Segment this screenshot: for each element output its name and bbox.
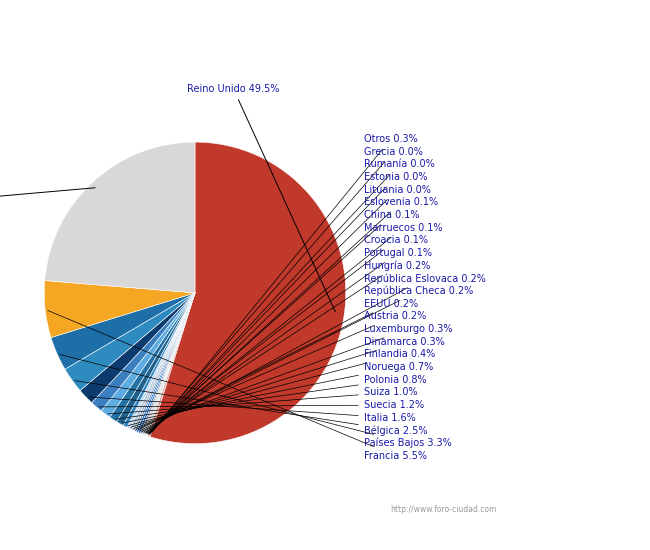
Wedge shape [147,293,195,436]
Text: Luxemburgo 0.3%: Luxemburgo 0.3% [134,324,452,428]
Text: República Eslovaca 0.2%: República Eslovaca 0.2% [142,273,486,432]
Text: Bélgica 2.5%: Bélgica 2.5% [75,381,428,436]
Wedge shape [45,142,195,293]
Wedge shape [129,293,195,430]
Wedge shape [127,293,195,429]
Text: Grecia 0.0%: Grecia 0.0% [149,147,422,434]
Wedge shape [136,293,195,432]
Text: Tías - Turistas extranjeros según país - Abril de 2024: Tías - Turistas extranjeros según país -… [118,16,532,31]
Wedge shape [110,293,195,422]
Wedge shape [146,293,195,436]
Wedge shape [92,293,195,411]
Wedge shape [143,293,195,435]
Text: http://www.foro-ciudad.com: http://www.foro-ciudad.com [390,505,497,514]
Text: República Checa 0.2%: República Checa 0.2% [140,286,473,431]
Text: Lituania 0.0%: Lituania 0.0% [149,185,431,434]
Text: Suecia 1.2%: Suecia 1.2% [99,400,424,410]
Wedge shape [51,293,195,369]
Text: Estonia 0.0%: Estonia 0.0% [149,172,428,434]
Wedge shape [147,293,195,436]
Text: Dinamarca 0.3%: Dinamarca 0.3% [131,337,445,427]
Text: Rumanía 0.0%: Rumanía 0.0% [149,160,435,434]
Text: Otros 0.3%: Otros 0.3% [150,134,418,434]
Text: Reino Unido 49.5%: Reino Unido 49.5% [187,84,335,312]
Wedge shape [65,293,195,390]
Text: Hungría 0.2%: Hungría 0.2% [144,261,430,432]
Wedge shape [80,293,195,403]
Text: China 0.1%: China 0.1% [148,210,419,433]
Wedge shape [133,293,195,431]
Text: Suiza 1.0%: Suiza 1.0% [108,387,417,414]
Wedge shape [135,293,195,432]
Wedge shape [123,293,195,427]
Text: Francia 5.5%: Francia 5.5% [47,310,427,461]
Wedge shape [150,142,346,444]
Wedge shape [101,293,195,417]
Text: Eslovenia 0.1%: Eslovenia 0.1% [149,197,438,434]
Wedge shape [116,293,195,425]
Wedge shape [140,293,195,434]
Text: Irlanda 21.4%: Irlanda 21.4% [0,188,95,214]
Text: Austria 0.2%: Austria 0.2% [136,311,426,430]
Wedge shape [147,293,195,436]
Wedge shape [138,293,195,433]
Wedge shape [147,293,195,437]
Wedge shape [144,293,195,435]
Text: Portugal 0.1%: Portugal 0.1% [145,248,432,433]
Text: Finlandia 0.4%: Finlandia 0.4% [127,349,435,426]
Wedge shape [44,280,195,338]
Text: EEUU 0.2%: EEUU 0.2% [138,299,418,430]
Text: Marruecos 0.1%: Marruecos 0.1% [147,223,443,433]
Text: Noruega 0.7%: Noruega 0.7% [123,362,433,423]
Text: Croacia 0.1%: Croacia 0.1% [146,235,428,433]
Wedge shape [145,293,195,436]
Wedge shape [142,293,195,434]
Text: Polonia 0.8%: Polonia 0.8% [116,375,426,419]
Text: Italia 1.6%: Italia 1.6% [88,397,415,423]
Wedge shape [147,293,195,436]
Text: Países Bajos 3.3%: Países Bajos 3.3% [60,354,452,448]
